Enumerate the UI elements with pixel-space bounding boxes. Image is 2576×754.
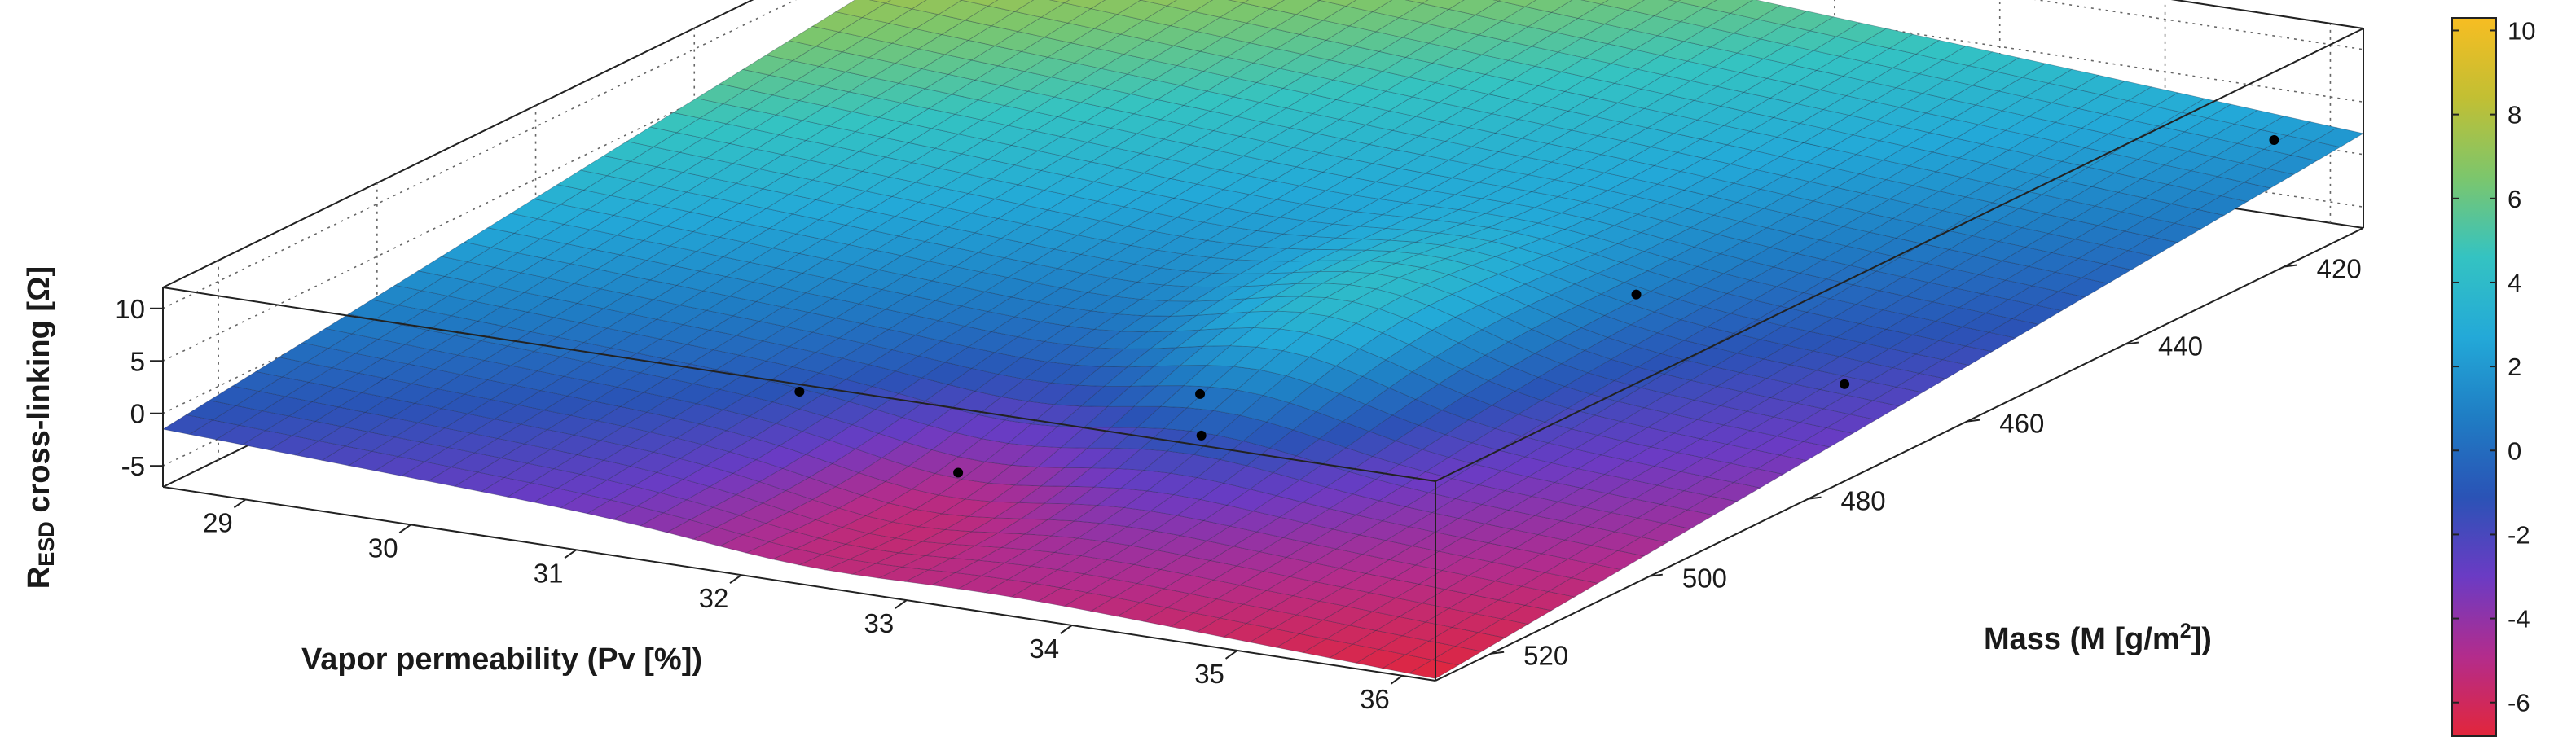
x-axis-title: Vapor permeability (Pv [%]) [301, 642, 702, 677]
x-tick [895, 599, 908, 609]
surface-patch [1523, 0, 1573, 13]
surface-patch [1228, 0, 1249, 4]
data-point [1631, 289, 1642, 300]
y-tick [2284, 264, 2297, 268]
colorbar-tick-label: 2 [2508, 353, 2521, 381]
x-tick [233, 498, 247, 509]
y-tick [1491, 651, 1505, 655]
data-point [1195, 388, 1206, 399]
surface-patch [1404, 0, 1429, 4]
box-edge [162, 287, 1436, 482]
colorbar-tick-label: 10 [2508, 16, 2535, 45]
surface-patch [1497, 0, 1537, 7]
data-points [794, 134, 2279, 478]
surface-patch [1941, 46, 1994, 67]
surface-patch [1600, 0, 1645, 11]
y-tick [1649, 573, 1663, 577]
z-tick-label: 0 [130, 399, 145, 429]
surface-mesh [161, 0, 2365, 679]
surface-patch [1318, 0, 1357, 7]
x-tick-label: 31 [534, 558, 564, 588]
surface-patch [1580, 0, 1609, 5]
y-axis-title: Mass (M [g/m2]) [1984, 620, 2212, 656]
x-tick [1390, 675, 1404, 685]
data-point [2269, 134, 2279, 145]
box-edge [162, 486, 1436, 682]
z-tick-label: 10 [115, 294, 145, 324]
x-tick [398, 524, 411, 534]
x-tick-label: 30 [368, 533, 398, 563]
axes-box-front [162, 28, 2364, 682]
surface-patch [1888, 33, 1941, 55]
surface-patch [1492, 0, 1501, 2]
surface-patch [1862, 28, 1914, 49]
surface-patch [1703, 0, 1753, 14]
x-tick-label: 35 [1194, 659, 1224, 689]
surface-patch [884, 0, 927, 10]
colorbar-tick-label: -4 [2508, 605, 2530, 633]
surface-patch [1967, 51, 2020, 72]
colorbar-tick-label: -2 [2508, 520, 2530, 549]
surface-patch [2259, 116, 2311, 136]
y-tick-label: 460 [1999, 409, 2044, 439]
surface-patch [868, 0, 891, 4]
data-point [1196, 430, 1207, 441]
z-tick-label: -5 [121, 451, 145, 481]
y-tick-label: 480 [1841, 486, 1886, 516]
x-tick [1224, 650, 1238, 660]
colorbar-tick-label: 0 [2508, 436, 2521, 465]
x-tick-label: 29 [203, 507, 233, 537]
x-tick [564, 549, 577, 559]
colorbar: 10 8 6 4 2 0 -2 -4 -6 [2451, 16, 2535, 737]
y-tick-label: 420 [2317, 254, 2362, 284]
gridline-z [1689, 0, 2364, 103]
colorbar-tick-label: -6 [2508, 689, 2530, 717]
surface-patch [1048, 0, 1070, 4]
x-tick [1060, 625, 1073, 634]
data-point [953, 467, 964, 478]
colorbar-gradient [2451, 17, 2497, 737]
surface-patch [961, 0, 999, 7]
surface-patch [987, 0, 1035, 12]
box-edge [162, 0, 754, 288]
colorbar-tick-label: 6 [2508, 185, 2521, 213]
data-point [1840, 379, 1850, 389]
surface-patch [1063, 0, 1106, 10]
box-edge [1435, 28, 2364, 482]
surface-patch [1676, 0, 1717, 8]
y-tick-label: 520 [1523, 641, 1568, 671]
x-tick-label: 32 [699, 583, 729, 613]
axis-ticks: 29 30 31 32 33 34 35 36 420 440 460 480 500 520 -5 0 5 10 [115, 254, 2361, 714]
y-tick [1967, 419, 1980, 423]
surface-patch [1166, 0, 1213, 12]
gridline-z [2033, 0, 2364, 50]
surface-patch [2047, 68, 2099, 90]
z-tick-label: 5 [130, 346, 145, 376]
surface-patch [1242, 0, 1285, 10]
x-tick [729, 574, 742, 584]
surface-patch [1668, 0, 1681, 2]
colorbar-tick-label: 8 [2508, 101, 2521, 129]
x-tick-label: 33 [864, 608, 894, 638]
z-axis-title: RESD cross-linking [Ω] [22, 266, 59, 589]
y-tick [1808, 496, 1822, 500]
surface-patch [1345, 0, 1393, 12]
x-tick-label: 36 [1360, 684, 1390, 714]
surface-patch [1421, 0, 1465, 10]
y-tick-label: 440 [2158, 331, 2203, 362]
box-edge [1435, 227, 2364, 682]
y-tick [2125, 341, 2139, 345]
y-tick-label: 500 [1682, 563, 1727, 594]
surface-patch [1730, 0, 1782, 20]
surface-patch [1139, 0, 1177, 7]
colorbar-tick-label: 4 [2508, 269, 2521, 297]
data-point [794, 387, 805, 397]
x-tick-label: 34 [1029, 633, 1059, 664]
